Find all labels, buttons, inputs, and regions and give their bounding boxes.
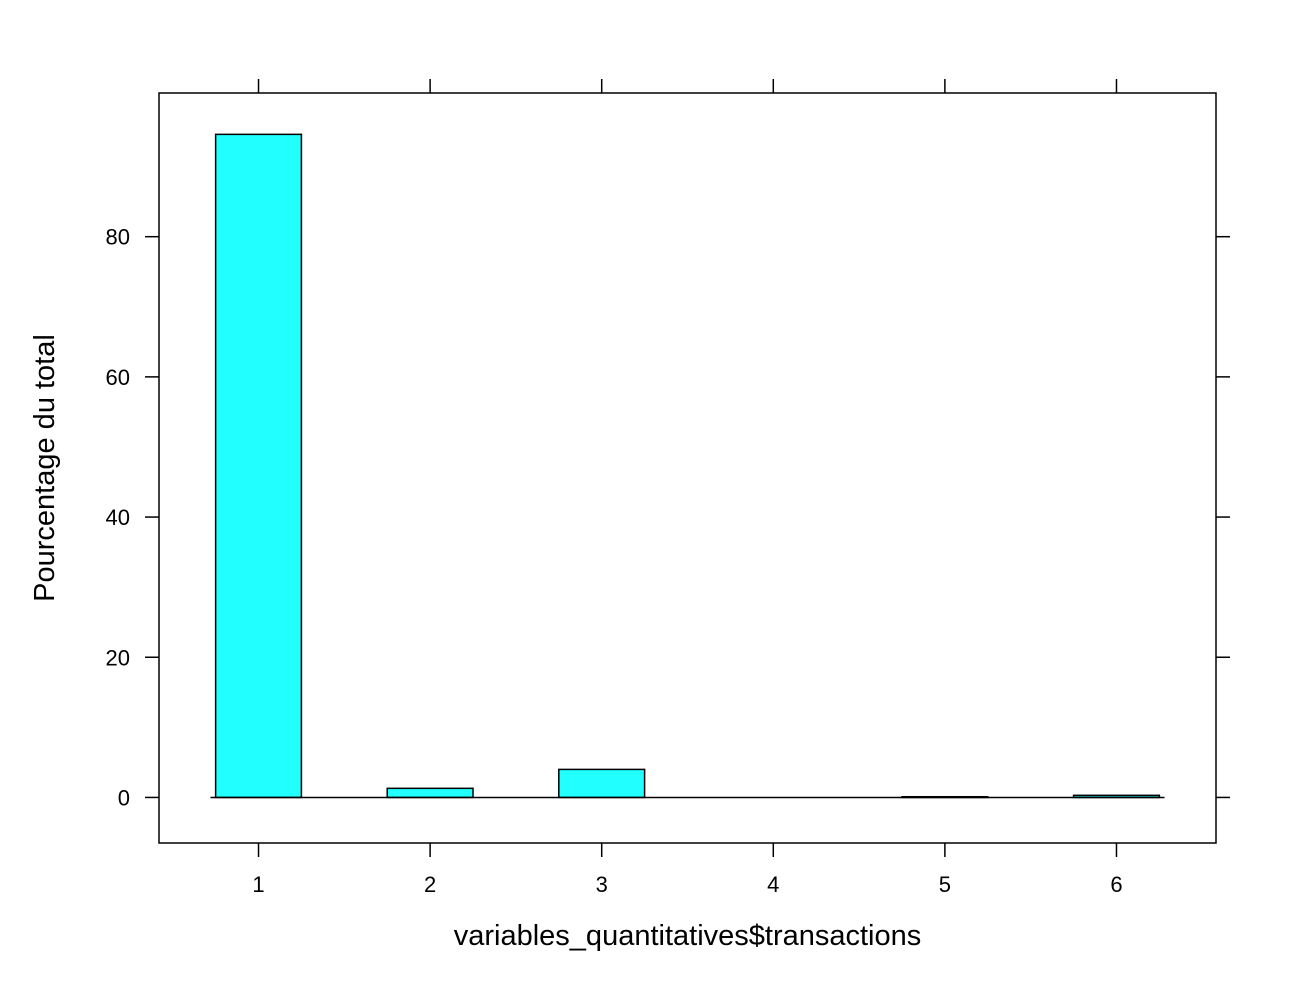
axis-ticks xyxy=(145,79,1230,857)
y-tick-label-0: 0 xyxy=(118,785,130,810)
y-tick-label-20: 20 xyxy=(106,645,130,670)
y-tick-label-60: 60 xyxy=(106,365,130,390)
x-tick-label-5: 5 xyxy=(939,872,951,897)
y-tick-label-40: 40 xyxy=(106,505,130,530)
plot-frame xyxy=(158,92,1217,844)
bar-2 xyxy=(386,787,474,799)
x-tick-label-1: 1 xyxy=(252,872,264,897)
bars xyxy=(214,133,1161,799)
x-tick-label-4: 4 xyxy=(767,872,779,897)
y-tick-label-80: 80 xyxy=(106,225,130,250)
x-tick-label-3: 3 xyxy=(596,872,608,897)
x-tick-label-6: 6 xyxy=(1110,872,1122,897)
x-axis-title: variables_quantitatives$transactions xyxy=(454,920,922,952)
bar-3 xyxy=(558,768,646,799)
x-tick-label-2: 2 xyxy=(424,872,436,897)
bar-1 xyxy=(214,133,303,799)
y-axis-title: Pourcentage du total xyxy=(29,334,61,602)
